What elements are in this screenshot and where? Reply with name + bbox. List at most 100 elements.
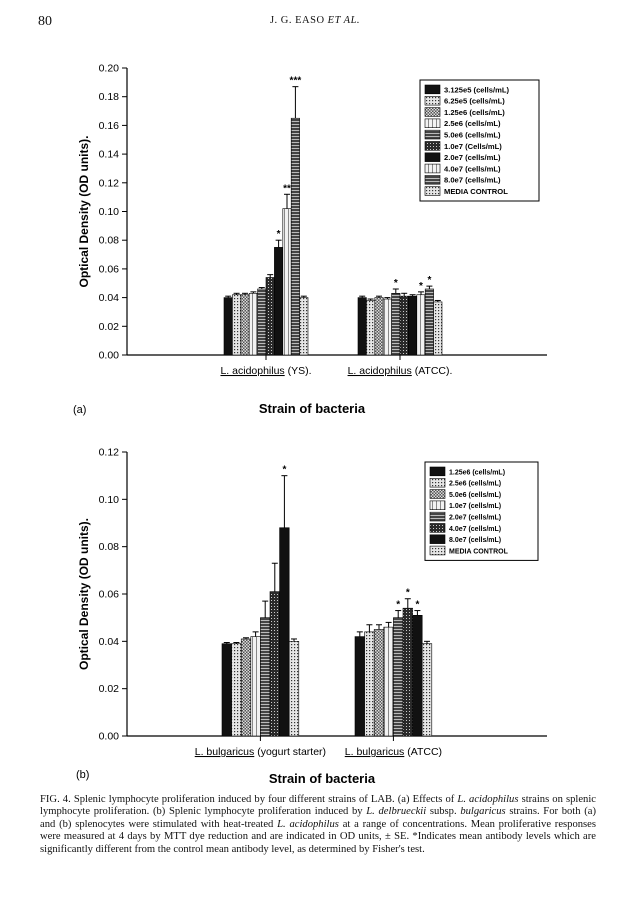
significance-marker: * — [394, 278, 398, 289]
legend-label: MEDIA CONTROL — [444, 187, 508, 196]
significance-marker: * — [282, 465, 286, 476]
bar — [248, 292, 258, 356]
y-tick-label: 0.10 — [99, 206, 120, 218]
bar — [393, 617, 404, 737]
y-tick-label: 0.02 — [99, 683, 120, 695]
y-tick-label: 0.12 — [99, 177, 120, 189]
y-tick-label: 0.10 — [99, 494, 120, 506]
legend-swatch — [424, 129, 441, 140]
legend-swatch — [429, 534, 446, 544]
x-tick-label: L. bulgaricus (yogurt starter) — [195, 746, 326, 758]
running-head: J. G. EASO ET AL. — [0, 15, 630, 26]
bar — [260, 617, 271, 737]
legend-label: 4.0e7 (cells/mL) — [444, 164, 501, 173]
legend-swatch — [429, 511, 446, 522]
legend-label: MEDIA CONTROL — [449, 548, 509, 555]
legend-label: 1.0e7 (Cells/mL) — [444, 142, 502, 151]
x-tick-label: L. bulgaricus (ATCC) — [345, 746, 442, 758]
caption-segment: strains on splenic lymphocyte proliferat… — [40, 794, 596, 818]
bar — [231, 643, 242, 737]
legend-swatch — [424, 175, 441, 185]
bar — [424, 288, 434, 356]
legend-swatch — [424, 107, 441, 117]
legend-label: 5.0e6 (cells/mL) — [449, 492, 501, 499]
legend-swatch — [429, 477, 446, 488]
legend-swatch — [429, 489, 446, 499]
bar — [274, 247, 284, 356]
significance-marker: * — [415, 600, 419, 611]
significance-marker: * — [406, 588, 410, 599]
legend-swatch — [424, 163, 441, 174]
legend-label: 2.5e6 (cells/mL) — [449, 481, 501, 488]
panel-label: (b) — [76, 769, 89, 781]
bar — [408, 295, 418, 356]
significance-marker: *** — [290, 76, 302, 87]
significance-marker: * — [277, 229, 281, 240]
bar — [221, 643, 232, 737]
legend-swatch — [424, 95, 441, 106]
chart-a-svg: 0.00 0.02 0.04 0.06 0.08 0.10 0.12 0.14 0.16 0.18… — [73, 63, 547, 416]
figure-panel-b: 0.00 0.02 0.04 0.06 0.08 0.10 0.12 Optical Dens… — [0, 440, 630, 790]
caption-text: FIG. 4. Splenic lymphocyte proliferation… — [40, 794, 596, 855]
y-tick-label: 0.08 — [99, 235, 120, 247]
y-tick-label: 0.00 — [99, 731, 120, 743]
running-head-etal: ET AL. — [327, 15, 361, 26]
x-axis-label: Strain of bacteria — [259, 401, 366, 416]
caption-figure-number: FIG. 4. — [40, 794, 71, 805]
x-tick-label-species: L. acidophilus — [348, 365, 412, 377]
figure-caption: FIG. 4. Splenic lymphocyte proliferation… — [40, 794, 596, 856]
y-tick-label: 0.20 — [99, 63, 120, 75]
bar — [412, 615, 423, 737]
caption-segment: strains. For both (a) and (b) splenocyte… — [40, 806, 596, 830]
bar — [265, 277, 275, 356]
caption-segment: L. delbrueckii — [366, 806, 427, 818]
legend-label: 3.125e5 (cells/mL) — [444, 85, 509, 94]
bar — [433, 301, 443, 356]
legend-label: 6.25e5 (cells/mL) — [444, 97, 505, 106]
caption-segment: bulgaricus — [460, 806, 506, 818]
bar — [402, 607, 413, 737]
y-tick-label: 0.12 — [99, 447, 120, 459]
legend-box — [424, 461, 539, 561]
bar — [282, 208, 292, 356]
bar — [223, 297, 233, 356]
bar — [364, 631, 375, 737]
legend-label: 1.25e6 (cells/mL) — [444, 108, 505, 117]
x-tick-label-strain: (ATCC) — [404, 746, 442, 758]
legend-swatch — [429, 523, 446, 533]
significance-marker: * — [427, 275, 431, 286]
legend-label: 2.5e6 (cells/mL) — [444, 119, 501, 128]
running-head-authors: J. G. EASO — [269, 15, 328, 26]
y-tick-label: 0.00 — [99, 350, 120, 362]
bar — [391, 292, 401, 356]
legend-swatch — [424, 186, 441, 196]
y-tick-label: 0.18 — [99, 91, 120, 103]
x-tick-label: L. acidophilus (ATCC). — [348, 365, 453, 377]
bar — [357, 297, 367, 356]
legend-label: 8.0e7 (cells/mL) — [449, 537, 501, 544]
legend-swatch — [424, 152, 441, 162]
x-tick-label-strain: (YS). — [285, 365, 312, 377]
legend-label: 8.0e7 (cells/mL) — [444, 176, 501, 185]
y-tick-label: 0.02 — [99, 321, 120, 333]
bar — [366, 300, 376, 356]
caption-segment: L. acidophilus — [457, 794, 519, 805]
bar — [279, 527, 290, 737]
significance-marker: * — [396, 600, 400, 611]
x-tick-label: L. acidophilus (YS). — [220, 365, 311, 377]
panel-label: (a) — [73, 404, 86, 416]
bar — [290, 117, 300, 356]
y-tick-label: 0.06 — [99, 589, 120, 601]
legend-label: 2.0e7 (cells/mL) — [449, 515, 501, 522]
legend-swatch — [424, 118, 441, 129]
bar — [240, 294, 250, 356]
legend-label: 4.0e7 (cells/mL) — [449, 526, 501, 533]
y-axis-label: Optical Density (OD units). — [77, 518, 91, 670]
bar — [373, 629, 385, 737]
bar — [269, 591, 280, 737]
y-tick-label: 0.16 — [99, 120, 120, 132]
bar — [421, 643, 433, 737]
x-tick-label-strain: (ATCC). — [412, 365, 453, 377]
caption-segment: Splenic lymphocyte proliferation induced… — [70, 794, 458, 805]
x-tick-label-species: L. bulgaricus — [345, 746, 405, 758]
